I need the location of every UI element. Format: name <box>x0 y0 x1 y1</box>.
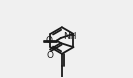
Text: O: O <box>46 36 53 45</box>
Text: O: O <box>47 51 54 60</box>
Text: NH: NH <box>63 32 76 41</box>
